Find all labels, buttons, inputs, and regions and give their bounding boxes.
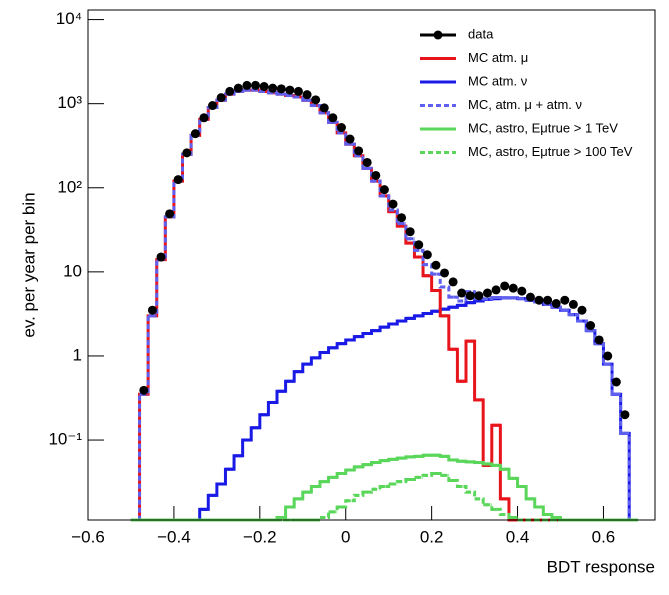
data-point [517, 286, 527, 296]
data-point [233, 83, 243, 93]
data-point [268, 83, 278, 93]
legend-label: MC atm. μ [468, 50, 528, 65]
data-point [336, 123, 346, 133]
data-point [525, 292, 535, 302]
data-point [611, 377, 621, 387]
data-point [199, 113, 209, 123]
data-point [440, 268, 450, 278]
x-tick-label: 0 [341, 527, 350, 546]
data-point [482, 288, 492, 298]
y-axis-label: ev. per year per bin [19, 192, 38, 337]
data-point [319, 103, 329, 113]
data-point [603, 351, 613, 361]
data-point [371, 170, 381, 180]
data-point [397, 213, 407, 223]
data-point [354, 146, 364, 156]
data-point [620, 410, 630, 420]
data-point [328, 113, 338, 123]
y-tick-label: 10 [63, 261, 82, 280]
data-point [568, 299, 578, 309]
legend-label: data [468, 26, 494, 41]
data-point [225, 86, 235, 96]
data-point [500, 281, 510, 291]
data-point [431, 260, 441, 270]
data-point [276, 84, 286, 94]
data-point [594, 335, 604, 345]
legend-label: MC, astro, Eμtrue > 1 TeV [468, 120, 618, 135]
x-axis-label: BDT response [547, 557, 655, 576]
legend-label: MC atm. ν [468, 73, 527, 88]
x-tick-label: −0.4 [157, 527, 191, 546]
data-point [448, 277, 458, 287]
data-point [551, 299, 561, 309]
y-tick-label: 10³ [57, 93, 82, 112]
data-point [173, 175, 183, 185]
data-point [414, 240, 424, 250]
plot-frame [87, 9, 656, 521]
x-tick-label: 0.4 [506, 527, 530, 546]
x-tick-label: −0.2 [243, 527, 277, 546]
data-point [259, 82, 269, 92]
data-point [285, 85, 295, 95]
y-tick-label: 10⁻¹ [48, 430, 82, 449]
data-point [586, 321, 596, 331]
data-point [302, 90, 312, 100]
data-point [216, 93, 226, 103]
hist-outline [130, 88, 638, 522]
data-point [147, 305, 157, 315]
x-tick-label: 0.6 [592, 527, 616, 546]
data-point [156, 252, 166, 262]
y-tick-label: 10² [57, 177, 82, 196]
x-tick-label: 0.2 [420, 527, 444, 546]
data-point [190, 129, 200, 139]
legend-label: MC, atm. μ + atm. ν [468, 97, 582, 112]
data-point [534, 295, 544, 305]
data-point [345, 134, 355, 144]
data-point [508, 283, 518, 293]
data-point [577, 305, 587, 315]
data-point [422, 250, 432, 260]
data-point [182, 148, 192, 158]
data-point [491, 285, 501, 295]
data-point [208, 101, 218, 111]
data-point [474, 291, 484, 301]
data-point [388, 199, 398, 209]
legend-label: MC, astro, Eμtrue > 100 TeV [468, 144, 633, 159]
data-point [405, 227, 415, 237]
data-point [139, 385, 149, 395]
data-point [543, 295, 553, 305]
data-point [560, 295, 570, 305]
data-point [362, 157, 372, 167]
data-point [465, 291, 475, 301]
data-point [293, 86, 303, 96]
x-tick-label: −0.6 [71, 527, 105, 546]
data-point [379, 185, 389, 195]
data-point [311, 95, 321, 105]
data-point [165, 209, 175, 219]
legend-marker [433, 30, 443, 40]
data-point [457, 288, 467, 298]
data-point [242, 80, 252, 90]
y-tick-label: 1 [73, 345, 82, 364]
y-tick-label: 10⁴ [56, 9, 82, 28]
data-point [251, 80, 261, 90]
